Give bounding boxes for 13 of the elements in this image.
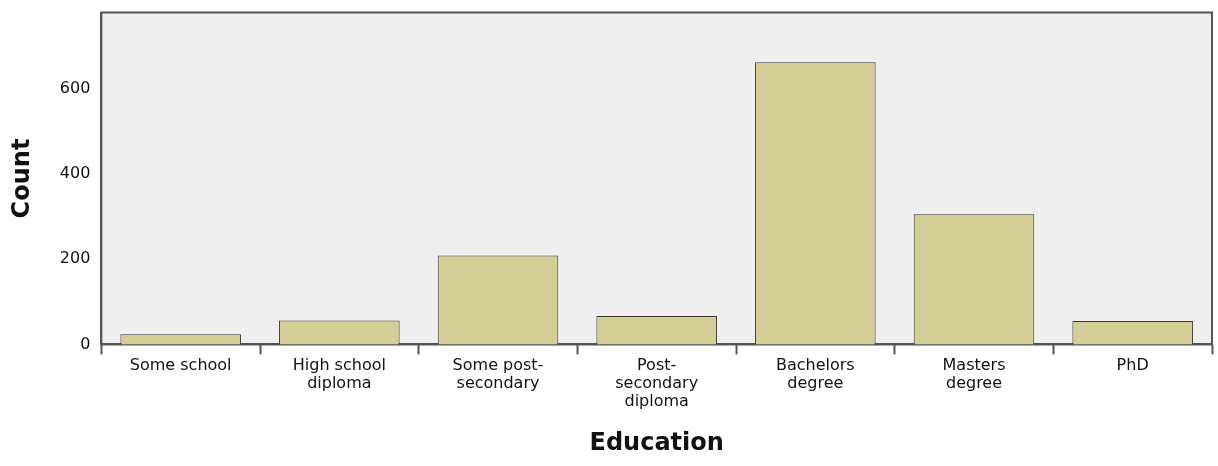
- y-tick-label: 400: [59, 163, 91, 183]
- y-axis-title: Count: [6, 138, 35, 219]
- x-tick-label: Post-secondary diploma: [615, 355, 699, 410]
- y-tick-label: 600: [59, 78, 91, 98]
- y-tick-label: 0: [80, 333, 91, 353]
- y-tick-label: 200: [59, 248, 91, 268]
- x-tick-label: Some post-secondary: [452, 355, 544, 392]
- x-tick-label: PhD: [1116, 355, 1149, 375]
- x-axis-title: Education: [589, 427, 724, 456]
- x-tick-label: Bachelors degree: [775, 355, 855, 392]
- x-tick-label: Masters degree: [942, 355, 1006, 392]
- x-tick-label: Some school: [129, 355, 232, 375]
- x-tick-label: High school diploma: [292, 355, 386, 392]
